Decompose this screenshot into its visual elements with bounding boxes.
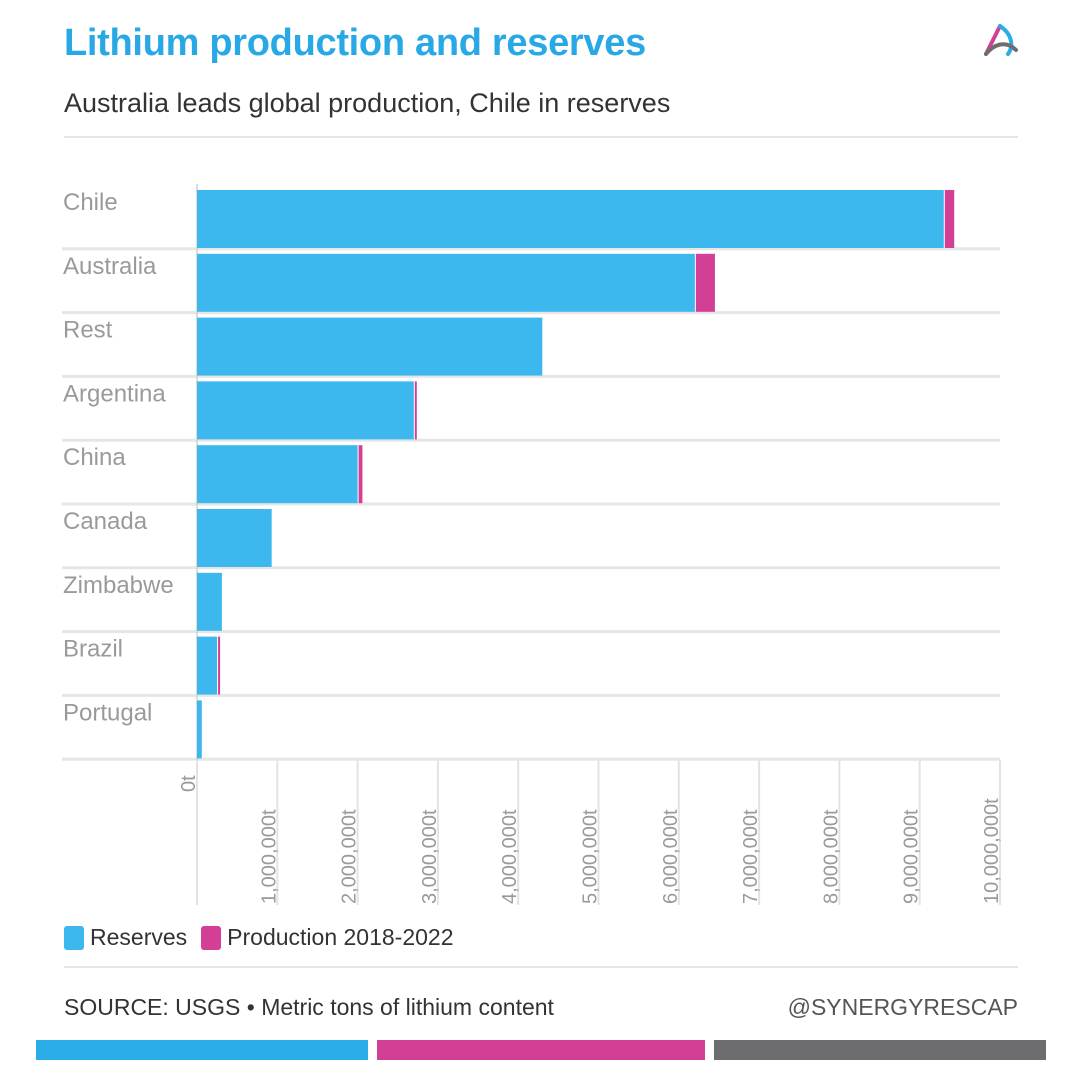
legend-label-reserves: Reserves	[90, 924, 188, 950]
chart-title: Lithium production and reserves	[64, 22, 646, 64]
category-label: Chile	[63, 189, 118, 216]
bar-reserves	[197, 572, 222, 631]
bar-production	[358, 445, 363, 504]
x-tick-label: 0t	[178, 775, 200, 792]
legend-item-production: Production 2018-2022	[201, 924, 454, 951]
x-tick-label: 7,000,000t	[740, 809, 762, 904]
footer-divider	[64, 966, 1018, 968]
category-label: Portugal	[63, 699, 152, 726]
footer-stripe-pink	[377, 1040, 705, 1060]
bar-reserves	[197, 509, 272, 567]
x-tick-label: 4,000,000t	[499, 809, 521, 904]
bar-reserves	[197, 381, 414, 440]
bar-reserves	[197, 636, 218, 695]
bar-production	[218, 636, 221, 695]
category-label: Australia	[63, 253, 157, 280]
category-label: Argentina	[63, 380, 166, 407]
x-tick-label: 10,000,000t	[981, 798, 1003, 904]
category-label: Zimbabwe	[63, 572, 174, 599]
source-note: SOURCE: USGS • Metric tons of lithium co…	[64, 994, 554, 1020]
bar-reserves	[197, 700, 202, 759]
bar-production	[944, 190, 955, 248]
x-tick-label: 8,000,000t	[820, 809, 842, 904]
legend-swatch-production	[201, 925, 222, 950]
category-label: China	[63, 444, 126, 471]
x-tick-label: 5,000,000t	[580, 809, 602, 904]
category-label: Rest	[63, 317, 113, 344]
x-tick-label: 2,000,000t	[339, 809, 361, 904]
legend-label-production: Production 2018-2022	[227, 924, 454, 950]
bar-reserves	[197, 190, 944, 248]
brand-handle: @SYNERGYRESCAP	[787, 994, 1018, 1020]
legend-item-reserves: Reserves	[64, 924, 187, 951]
footer-stripe-blue	[36, 1040, 368, 1060]
legend-swatch-reserves	[64, 925, 84, 950]
bar-production	[414, 381, 417, 440]
legend: Reserves Production 2018-2022	[64, 924, 468, 951]
header-divider	[64, 136, 1018, 138]
bar-reserves	[197, 253, 695, 312]
bar-reserves	[197, 317, 543, 376]
bar-reserves	[197, 445, 358, 504]
brand-logo-icon	[984, 24, 1018, 56]
x-tick-label: 1,000,000t	[258, 809, 280, 904]
footer-stripe-gray	[714, 1040, 1046, 1060]
x-tick-label: 3,000,000t	[419, 809, 441, 904]
bar-production	[695, 253, 715, 312]
bar-chart: Chile Australia Rest Argentina China Canada Zi…	[62, 184, 1003, 905]
category-label: Brazil	[63, 636, 123, 663]
x-tick-label: 9,000,000t	[901, 809, 923, 904]
x-tick-label: 6,000,000t	[660, 809, 682, 904]
chart-subtitle: Australia leads global production, Chile…	[64, 88, 671, 118]
category-label: Canada	[63, 508, 148, 535]
